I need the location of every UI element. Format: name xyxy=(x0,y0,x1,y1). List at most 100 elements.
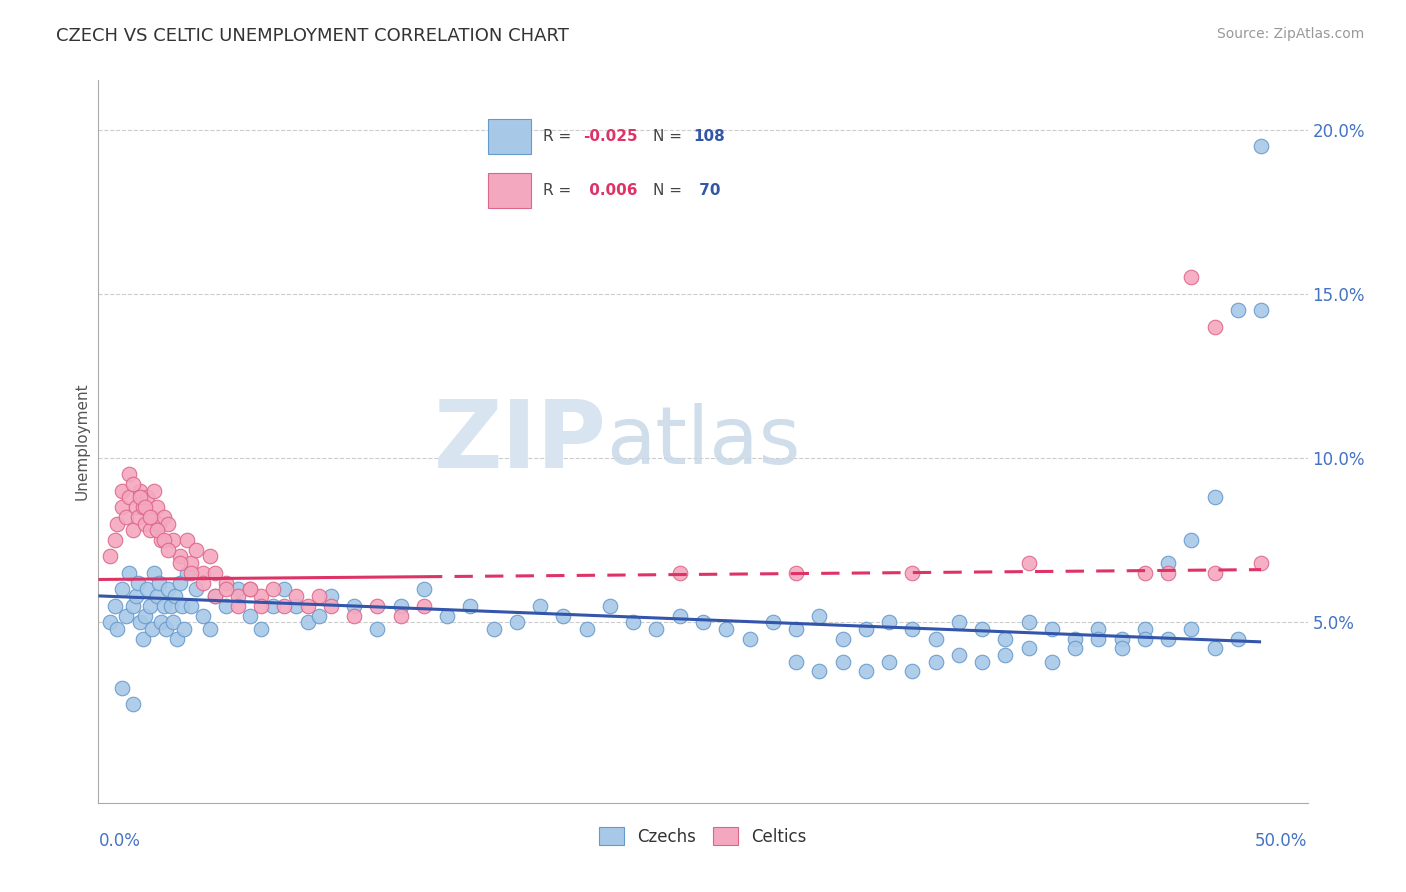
Point xyxy=(111,483,134,498)
Point xyxy=(1040,622,1063,636)
Point xyxy=(111,582,134,597)
Point xyxy=(166,632,188,646)
Point xyxy=(127,575,149,590)
Point xyxy=(831,655,853,669)
Point xyxy=(122,523,145,537)
Point xyxy=(413,599,436,613)
Point xyxy=(343,599,366,613)
Point xyxy=(319,589,342,603)
Point xyxy=(162,615,184,630)
Point xyxy=(948,615,970,630)
Point xyxy=(855,622,877,636)
Point xyxy=(157,542,180,557)
Point xyxy=(1180,622,1202,636)
Point xyxy=(141,510,163,524)
Point xyxy=(366,599,388,613)
Point xyxy=(124,500,146,515)
Point xyxy=(145,500,167,515)
Point xyxy=(111,681,134,695)
Point xyxy=(157,582,180,597)
Point xyxy=(129,615,152,630)
Point xyxy=(226,599,249,613)
Point xyxy=(98,549,121,564)
Point xyxy=(621,615,644,630)
Point xyxy=(148,575,170,590)
Point xyxy=(215,599,238,613)
Point xyxy=(785,566,807,580)
Point xyxy=(127,510,149,524)
Point xyxy=(808,665,831,679)
Point xyxy=(1087,632,1109,646)
Point xyxy=(575,622,598,636)
Point xyxy=(1157,556,1180,570)
Point xyxy=(413,582,436,597)
Point xyxy=(1064,632,1087,646)
Point xyxy=(738,632,761,646)
Point xyxy=(169,549,191,564)
Point xyxy=(143,566,166,580)
Point xyxy=(924,632,946,646)
Point xyxy=(692,615,714,630)
Point xyxy=(285,599,308,613)
Point xyxy=(176,533,198,547)
Point xyxy=(1250,303,1272,318)
Point xyxy=(970,655,993,669)
Point xyxy=(152,533,174,547)
Point xyxy=(924,655,946,669)
Point xyxy=(204,589,226,603)
Point xyxy=(122,698,145,712)
Point xyxy=(366,622,388,636)
Point xyxy=(273,582,295,597)
Point xyxy=(198,622,221,636)
Point xyxy=(124,589,146,603)
Point xyxy=(159,599,181,613)
Point xyxy=(762,615,785,630)
Point xyxy=(169,575,191,590)
Point xyxy=(901,622,924,636)
Point xyxy=(152,510,174,524)
Point xyxy=(134,608,156,623)
Point xyxy=(141,622,163,636)
Point xyxy=(118,467,141,482)
Point xyxy=(297,615,319,630)
Point xyxy=(239,608,262,623)
Point xyxy=(994,632,1017,646)
Point xyxy=(180,566,202,580)
Point xyxy=(262,582,284,597)
Point xyxy=(599,599,621,613)
Point xyxy=(1204,641,1226,656)
Point xyxy=(506,615,529,630)
Point xyxy=(129,483,152,498)
Point xyxy=(138,523,160,537)
Point xyxy=(118,491,141,505)
Point xyxy=(1250,556,1272,570)
Point xyxy=(105,622,128,636)
Y-axis label: Unemployment: Unemployment xyxy=(75,383,90,500)
Point xyxy=(785,655,807,669)
Point xyxy=(855,665,877,679)
Point xyxy=(131,500,153,515)
Point xyxy=(1111,641,1133,656)
Point xyxy=(1018,615,1040,630)
Point xyxy=(152,599,174,613)
Point xyxy=(226,589,249,603)
Point xyxy=(115,608,138,623)
Point xyxy=(173,622,195,636)
Point xyxy=(169,556,191,570)
Point xyxy=(145,523,167,537)
Point xyxy=(105,516,128,531)
Point xyxy=(308,589,330,603)
Point xyxy=(138,510,160,524)
Point xyxy=(1133,622,1156,636)
Point xyxy=(948,648,970,662)
Point xyxy=(1111,632,1133,646)
Point xyxy=(191,566,214,580)
Point xyxy=(157,516,180,531)
Point xyxy=(1040,655,1063,669)
Point xyxy=(1226,632,1249,646)
Point xyxy=(529,599,551,613)
Point xyxy=(1250,139,1272,153)
Point xyxy=(1180,270,1202,285)
Point xyxy=(482,622,505,636)
Point xyxy=(460,599,482,613)
